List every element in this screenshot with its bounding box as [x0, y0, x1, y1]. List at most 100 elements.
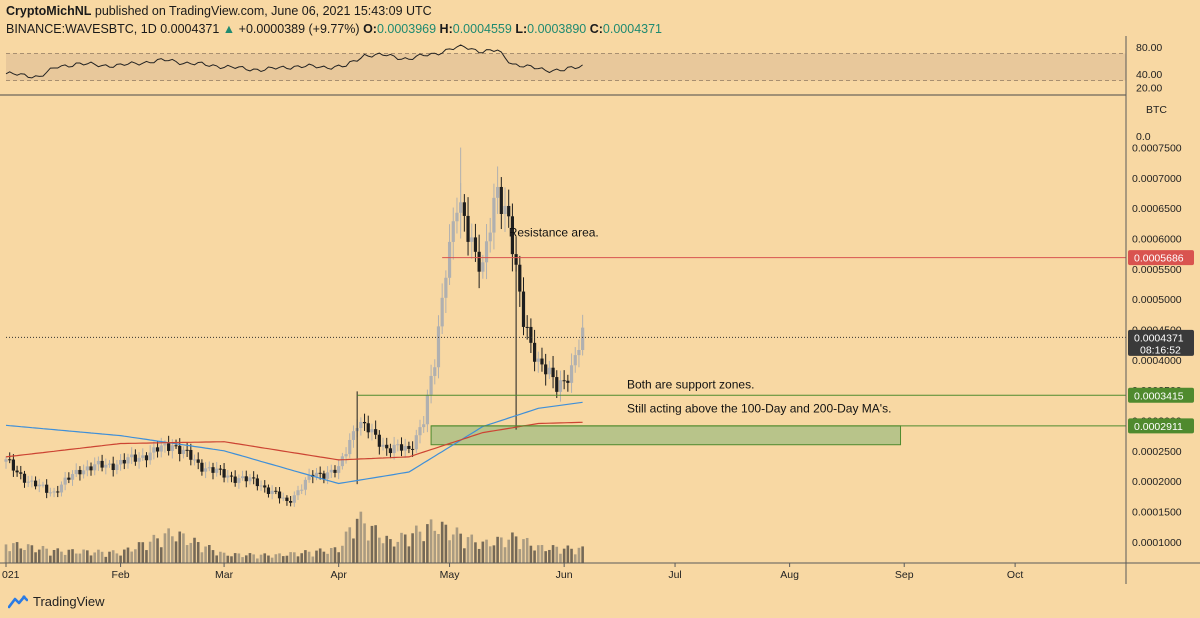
volume-bar — [448, 540, 451, 563]
volume-bar — [126, 547, 130, 563]
candle-body — [63, 477, 67, 485]
candle-body — [41, 484, 45, 486]
candle-body — [385, 444, 389, 449]
volume-bar — [333, 547, 337, 563]
candle-body — [466, 215, 470, 242]
volume-bar — [470, 534, 474, 563]
change-arrow-icon: ▲ — [222, 22, 236, 36]
volume-bar — [159, 547, 163, 563]
candle-body — [521, 291, 526, 327]
volume-bar — [503, 547, 507, 563]
volume-bar — [293, 552, 296, 563]
candle-body — [318, 472, 322, 474]
volume-bar — [433, 530, 437, 563]
volume-bar — [577, 547, 581, 563]
candle-body — [233, 476, 237, 483]
candle-body — [85, 466, 89, 471]
candle-body — [558, 380, 563, 392]
candle-body — [70, 474, 75, 480]
candle-body — [492, 197, 496, 233]
candle-body — [59, 484, 64, 493]
candle-body — [15, 470, 19, 473]
published-info: published on TradingView.com, June 06, 2… — [94, 4, 432, 18]
volume-bar — [573, 554, 577, 563]
candle-body — [148, 452, 152, 461]
volume-bar — [26, 544, 30, 563]
volume-bar — [392, 546, 396, 563]
volume-bar — [352, 538, 355, 563]
volume-bar — [385, 535, 389, 563]
annotation-1: Resistance area. — [509, 226, 599, 240]
volume-bar — [82, 549, 85, 563]
volume-bar — [156, 538, 159, 563]
candle-body — [277, 491, 282, 499]
candle-body — [189, 449, 193, 460]
candle-body — [211, 467, 215, 473]
candle-body — [329, 469, 333, 473]
volume-bar — [307, 551, 311, 563]
support-price-tag-2: 0.0002911 — [1134, 421, 1183, 433]
volume-bar — [500, 537, 503, 563]
volume-bar — [281, 556, 285, 563]
author-name[interactable]: CryptoMichNL — [6, 4, 92, 18]
x-tick-label: Feb — [112, 569, 130, 581]
candle-body — [163, 443, 167, 446]
volume-bar — [56, 548, 60, 563]
candle-body — [344, 454, 348, 457]
volume-bar — [555, 546, 559, 563]
volume-bar — [204, 546, 207, 563]
candle-body — [137, 457, 141, 462]
candle-body — [11, 459, 15, 471]
tradingview-brand[interactable]: TradingView — [8, 594, 105, 609]
candle-body — [447, 241, 452, 278]
chart-canvas[interactable]: Resistance area. Both are support zones. S… — [0, 0, 1200, 584]
current-price-tag-bg — [1128, 329, 1194, 356]
candle-body — [170, 445, 174, 451]
candle-body — [48, 492, 52, 494]
candle-body — [274, 490, 278, 492]
last-price: 0.0004371 — [160, 22, 220, 36]
volume-bar — [41, 545, 45, 563]
low-label: L: — [515, 22, 528, 36]
volume-bar — [60, 551, 63, 563]
high-value: 0.0004559 — [452, 22, 512, 36]
price-pane[interactable]: Resistance area. Both are support zones. S… — [4, 147, 1126, 563]
candle-body — [244, 476, 248, 482]
symbol-label[interactable]: BINANCE:WAVESBTC, 1D — [6, 22, 157, 36]
candle-body — [37, 484, 41, 487]
candle-body — [181, 449, 186, 454]
candle-body — [503, 205, 507, 214]
volume-bar — [4, 544, 8, 563]
volume-bar — [318, 548, 322, 563]
volume-bar — [396, 541, 400, 563]
candle-body — [22, 473, 27, 483]
volume-bar — [348, 527, 352, 563]
candle-body — [252, 477, 256, 479]
volume-bar — [525, 537, 529, 563]
candle-body — [481, 262, 485, 272]
volume-bar — [518, 549, 522, 563]
axes: BTC 0.00.0007500 0.0007000 0.0006500 0.00060… — [0, 36, 1200, 584]
rsi-pane[interactable] — [0, 44, 1126, 96]
candle-body — [141, 455, 145, 458]
rsi-band — [6, 53, 1126, 81]
resistance-price-tag: 0.0005686 — [1134, 253, 1184, 265]
volume-bar — [400, 532, 403, 563]
candle-body — [222, 469, 226, 478]
x-tick-label: 021 — [2, 569, 20, 581]
candle-body — [229, 475, 234, 477]
candle-body — [462, 202, 466, 216]
candle-body — [289, 501, 293, 503]
volume-bar — [74, 553, 78, 563]
x-tick-label: Sep — [895, 569, 914, 581]
candle-body — [152, 447, 156, 453]
candle-body — [422, 424, 426, 428]
volume-bar — [459, 533, 462, 563]
candle-body — [174, 445, 178, 447]
volume-bar — [566, 545, 570, 563]
candle-body — [159, 445, 163, 452]
y-tick-label: 0.0 — [1136, 131, 1151, 143]
resistance-price-tag-bg — [1128, 250, 1194, 266]
volume-bar — [256, 558, 259, 563]
